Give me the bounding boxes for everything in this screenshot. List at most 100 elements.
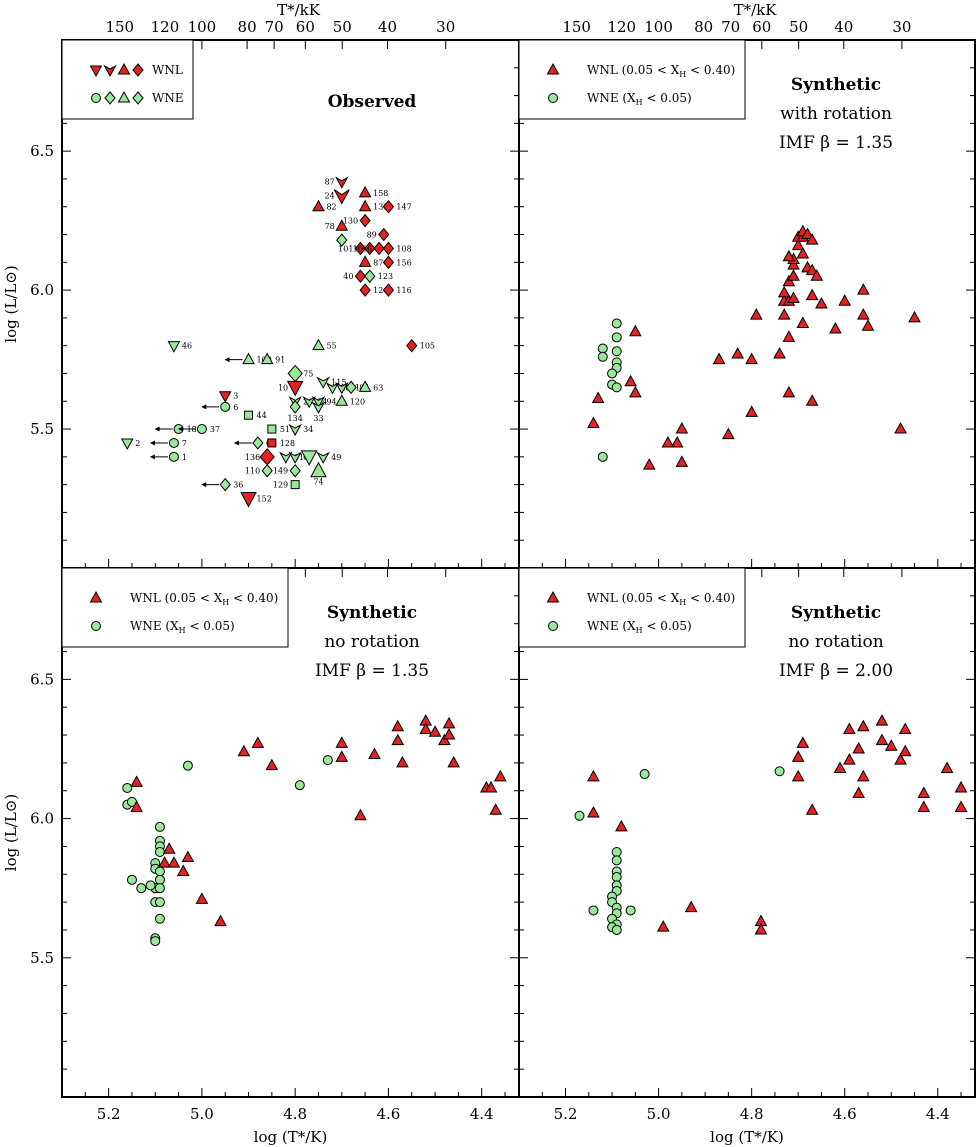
wnl-point [628, 385, 642, 398]
wnl-point [265, 758, 279, 771]
legend-marker [117, 62, 131, 75]
legend-label: WNL (0.05 < XH < 0.40) [587, 591, 735, 607]
star-id-label: 55 [326, 342, 336, 351]
top-tick-label: 50 [789, 18, 808, 36]
star-point [382, 241, 395, 256]
y-tick-label: 5.5 [30, 949, 54, 967]
wnl-point [791, 238, 805, 251]
legend-box [61, 567, 289, 648]
top-axis-title: T*/kK [734, 1, 778, 19]
axis-labels: 5.2 5.0 4.8 4.6 4.4 log (T*/K) 5.2 5.0 4.8 4.6 4.4… [2, 1, 950, 1146]
wnl-point [954, 800, 968, 812]
wnl-point [130, 800, 143, 812]
legend-marker [117, 90, 131, 103]
star-point [335, 176, 349, 189]
legend: WNL WNE [61, 39, 194, 120]
top-tick-label: 100 [644, 18, 673, 36]
wnl-point [843, 722, 856, 734]
wnl-point [587, 769, 600, 782]
legend: WNL (0.05 < XH < 0.40) WNE (XH < 0.05) [61, 567, 289, 648]
wnl-point [587, 416, 600, 428]
star-point [279, 451, 293, 464]
star-id-label: 6 [233, 403, 238, 412]
top-tick-label: 60 [752, 18, 771, 36]
star-point [290, 480, 300, 490]
star-id-label: 94 [326, 397, 336, 406]
wnl-point [805, 263, 819, 276]
wne-point [122, 782, 133, 793]
star-point [335, 394, 349, 406]
star-point [120, 438, 134, 450]
star-point [354, 241, 367, 256]
wnl-point [856, 283, 870, 295]
wne-point [611, 382, 622, 393]
x-tick-label: 4.8 [283, 1105, 307, 1123]
wne-point [597, 351, 608, 362]
star-point [312, 338, 325, 351]
top-tick-label: 50 [333, 18, 352, 36]
wnl-point [805, 394, 819, 406]
top-tick-label: 150 [562, 18, 591, 36]
wnl-point [684, 900, 698, 913]
star-id-label: 134 [288, 414, 303, 423]
wnl-point [940, 761, 954, 773]
wnl-point [712, 352, 726, 365]
star-point [267, 438, 277, 448]
wnl-point [438, 733, 451, 746]
wnl-point [908, 310, 921, 323]
y-tick-label: 6.0 [30, 810, 54, 828]
star-id-label: 89 [367, 231, 377, 240]
star-point [261, 463, 273, 478]
wne-point [294, 780, 305, 791]
legend-marker [89, 65, 103, 78]
star-point [259, 448, 275, 466]
panel-subtitle: IMF β = 2.00 [779, 661, 893, 681]
x-tick-label: 5.0 [647, 1105, 671, 1123]
star-id-label: 34 [303, 425, 313, 434]
star-id-label: 105 [420, 342, 435, 351]
panel-frame [518, 567, 976, 1098]
panel-title: Synthetic [791, 75, 881, 95]
panel-title: Synthetic [791, 603, 881, 623]
wnl-point [419, 722, 433, 734]
star-point [287, 364, 303, 383]
star-point [310, 461, 327, 478]
star-id-label: 129 [273, 481, 288, 490]
wnl-point [782, 249, 796, 262]
wnl-point [591, 391, 605, 403]
star-id-label: 120 [350, 397, 365, 406]
star-id-label: 16 [353, 244, 363, 253]
wnl-point [391, 719, 405, 732]
x-tick-label: 5.2 [97, 1105, 121, 1123]
data-points [122, 714, 507, 947]
star-point [288, 423, 302, 437]
wnl-point [791, 750, 805, 762]
star-id-label: 37 [210, 425, 220, 434]
star-id-label: 66 [362, 244, 372, 253]
star-id-label: 158 [373, 189, 388, 198]
wnl-point [805, 288, 819, 301]
star-id-label: 36 [233, 481, 243, 490]
star-id-label: 128 [280, 439, 295, 448]
star-id-label: 63 [373, 383, 383, 392]
top-tick-label: 100 [188, 18, 217, 36]
star-point [168, 451, 179, 462]
star-id-label: 101 [338, 244, 353, 253]
wnl-point [670, 435, 684, 448]
star-id-label: 156 [396, 258, 411, 267]
wnl-point [745, 405, 758, 417]
wne-point [154, 866, 165, 877]
x-tick-label: 4.6 [376, 1105, 400, 1123]
legend-label: WNE [152, 91, 184, 105]
wnl-point [787, 291, 800, 303]
wne-point [154, 874, 165, 885]
star-point [345, 380, 357, 395]
top-tick-label: 30 [436, 18, 455, 36]
wnl-point [167, 856, 181, 868]
panel-synthetic-rotation: Synthetic with rotation IMF β = 1.35 WNL (0… [518, 39, 976, 569]
wne-point [611, 346, 622, 357]
panel-title: Observed [328, 92, 417, 112]
wnl-point [954, 780, 968, 793]
